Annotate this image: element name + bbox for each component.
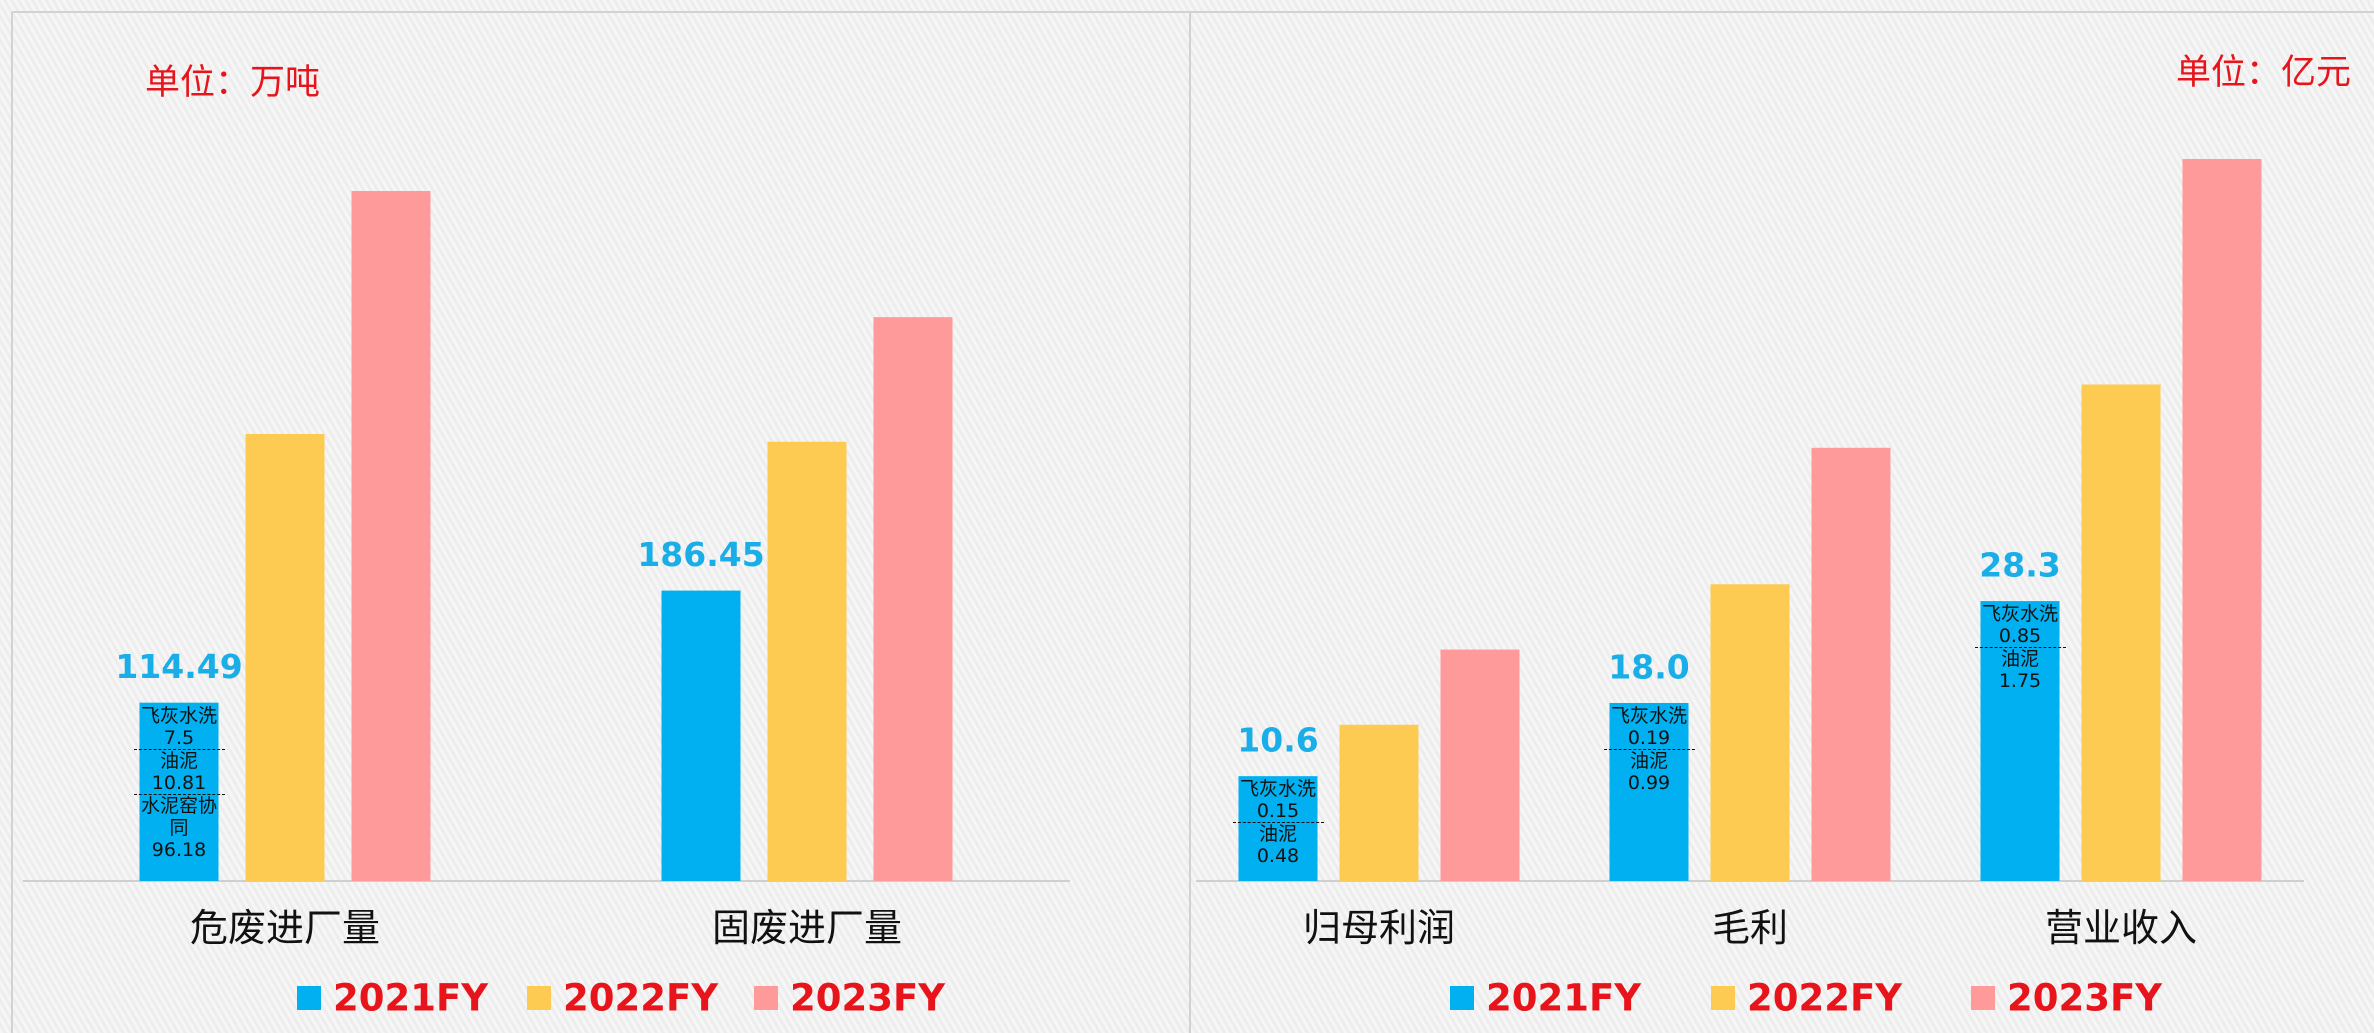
bar — [873, 317, 953, 881]
legend-swatch — [1450, 986, 1474, 1010]
x-tick-label: 固废进厂量 — [712, 906, 902, 950]
x-tick-label: 毛利 — [1712, 906, 1788, 950]
legend-label: 2021FY — [333, 977, 489, 1020]
bar — [1811, 447, 1891, 881]
legend-label: 2021FY — [1486, 977, 1642, 1020]
legend-swatch — [527, 986, 551, 1010]
bar — [2182, 159, 2262, 881]
breakdown-name: 飞灰水洗 — [140, 704, 217, 727]
bar — [1440, 649, 1520, 881]
bar — [1710, 584, 1790, 881]
data-label: 186.45 — [637, 535, 764, 574]
legend-swatch — [754, 986, 778, 1010]
data-label: 10.6 — [1237, 721, 1318, 760]
breakdown-value: 0.85 — [1974, 625, 2066, 649]
legend-swatch — [1711, 986, 1735, 1010]
breakdown-name: 飞灰水洗 — [1239, 778, 1316, 801]
x-tick-label: 营业收入 — [2045, 906, 2197, 950]
bar — [351, 191, 431, 881]
breakdown-name: 油泥 — [2000, 648, 2039, 671]
breakdown-value: 0.15 — [1232, 800, 1324, 824]
breakdown-name: 油泥 — [1629, 749, 1668, 772]
breakdown-value: 7.5 — [133, 727, 225, 750]
bar — [1609, 702, 1689, 881]
breakdown: 飞灰水洗 7.5 油泥 10.81 水泥窑协同 96.18 — [133, 704, 225, 861]
breakdown-value: 0.48 — [1256, 845, 1300, 868]
legend-label: 2023FY — [790, 977, 946, 1020]
data-label: 18.0 — [1608, 647, 1689, 686]
bar — [139, 702, 219, 881]
bar — [767, 441, 847, 881]
unit-label: 单位：亿元 — [2176, 53, 2351, 93]
breakdown-name: 飞灰水洗 — [1981, 603, 2058, 626]
breakdown-value: 1.75 — [1998, 670, 2042, 693]
legend-label: 2022FY — [563, 977, 719, 1020]
breakdown-name: 油泥 — [1258, 823, 1297, 846]
legend-swatch — [1971, 986, 1995, 1010]
bar — [1339, 724, 1419, 881]
breakdown-value: 0.19 — [1603, 727, 1695, 750]
x-tick-label: 归母利润 — [1303, 906, 1455, 950]
breakdown-name: 油泥 — [159, 749, 198, 772]
breakdown: 飞灰水洗 0.85 油泥 1.75 — [1974, 603, 2066, 693]
legend-label: 2022FY — [1747, 977, 1903, 1020]
breakdown: 飞灰水洗 0.19 油泥 0.99 — [1603, 704, 1695, 794]
data-label: 114.49 — [115, 647, 242, 686]
legend-swatch — [297, 986, 321, 1010]
breakdown-name: 飞灰水洗 — [1610, 704, 1687, 727]
breakdown-value: 96.18 — [151, 838, 207, 861]
bar — [245, 433, 325, 881]
breakdown-name: 水泥窑协同 — [140, 794, 217, 839]
legend-label: 2023FY — [2007, 977, 2163, 1020]
breakdown-value: 10.81 — [133, 772, 225, 795]
breakdown-value: 0.99 — [1627, 771, 1671, 794]
bar — [2081, 384, 2161, 881]
unit-label: 单位：万吨 — [145, 63, 320, 103]
x-tick-label: 危废进厂量 — [190, 906, 380, 950]
bar — [661, 590, 741, 881]
data-label: 28.3 — [1979, 546, 2060, 585]
breakdown: 飞灰水洗 0.15 油泥 0.48 — [1232, 778, 1324, 868]
bar — [1238, 776, 1318, 881]
